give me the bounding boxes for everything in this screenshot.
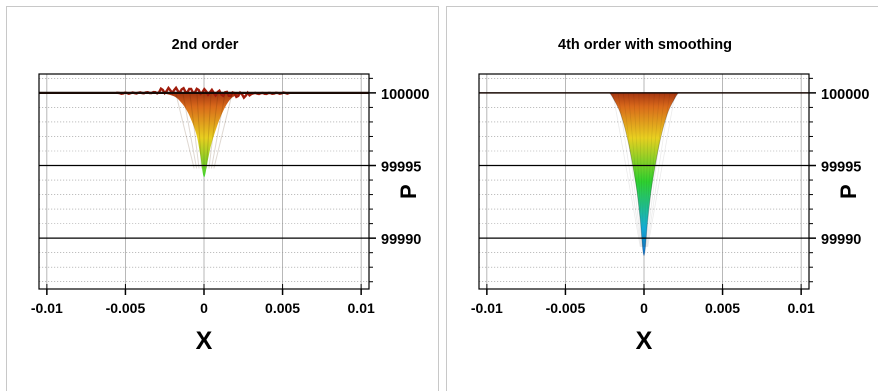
x-tick-label: -0.005 xyxy=(106,300,146,316)
chart-title: 2nd order xyxy=(172,37,239,53)
surface-mesh-line xyxy=(622,92,642,247)
y-tick-label: 99990 xyxy=(821,232,861,248)
surface-mesh-line xyxy=(182,92,198,169)
x-tick-label: 0 xyxy=(640,300,648,316)
surface-mesh-line xyxy=(210,92,226,169)
surface-mesh-line xyxy=(638,92,644,247)
surface xyxy=(479,92,809,256)
y-tick-label: 99995 xyxy=(821,160,861,176)
surface-mesh-line xyxy=(189,92,200,169)
surface-mesh-line xyxy=(213,92,233,169)
surface-mesh-line xyxy=(644,92,650,247)
surface-mesh-line xyxy=(196,92,203,169)
right-chart-panel: 4th order with smoothing -0.01 -0.005 0 0.00… xyxy=(446,6,878,391)
y-tick-label: 100000 xyxy=(821,87,869,103)
surface-mesh-line xyxy=(633,92,644,247)
surface-outline xyxy=(609,92,679,256)
surface-fill xyxy=(46,92,362,178)
y-axis-label: P xyxy=(836,184,861,199)
surface-mesh-line xyxy=(628,92,643,247)
right-chart: 4th order with smoothing -0.01 -0.005 0 0.00… xyxy=(471,37,869,355)
surface-fill xyxy=(609,92,679,256)
x-axis-label: X xyxy=(196,327,213,355)
x-axis-label: X xyxy=(636,327,653,355)
x-tick-label: -0.005 xyxy=(546,300,586,316)
left-chart: 2nd order -0.01 -0.005 0 0.005 0.01 X 100000 999… xyxy=(31,37,429,355)
x-tick-label: 0.005 xyxy=(705,300,740,316)
y-tick-label: 99995 xyxy=(381,160,421,176)
y-tick-label: 100000 xyxy=(381,87,429,103)
y-axis-label: P xyxy=(396,184,421,199)
surface-mesh-line xyxy=(646,92,671,247)
x-tick-label: -0.01 xyxy=(471,300,503,316)
left-chart-panel: 2nd order -0.01 -0.005 0 0.005 0.01 X 100000 999… xyxy=(6,6,439,391)
surface-mesh-line xyxy=(175,92,195,169)
chart-title: 4th order with smoothing xyxy=(558,37,732,53)
surface-mesh-line xyxy=(646,92,666,247)
surface xyxy=(39,85,369,178)
surface-mesh-line xyxy=(208,92,219,169)
surface-mesh-line xyxy=(205,92,212,169)
surface-mesh-line xyxy=(645,92,660,247)
x-tick-label: 0.005 xyxy=(265,300,300,316)
x-tick-label: 0.01 xyxy=(788,300,815,316)
x-tick-label: 0.01 xyxy=(348,300,375,316)
y-tick-label: 99990 xyxy=(381,232,421,248)
surface-mesh-line xyxy=(647,92,676,247)
surface-mesh-line xyxy=(612,92,641,247)
x-tick-label: 0 xyxy=(200,300,208,316)
surface-mesh-line xyxy=(617,92,642,247)
surface-mesh-line xyxy=(644,92,655,247)
x-tick-label: -0.01 xyxy=(31,300,63,316)
